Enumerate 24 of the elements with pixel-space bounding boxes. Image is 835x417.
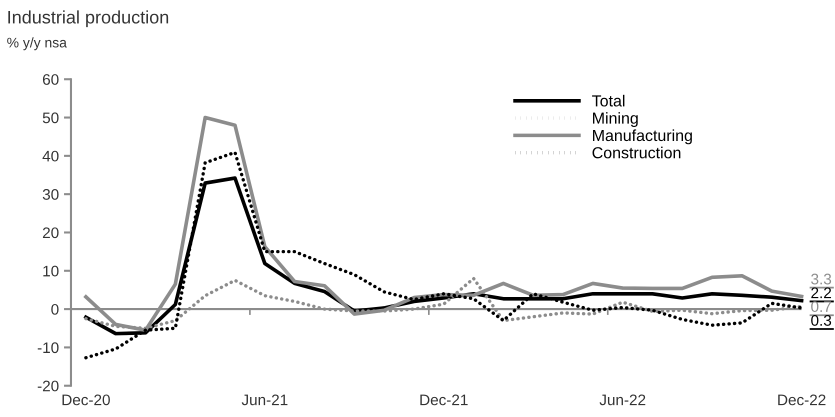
chart-title: Industrial production — [8, 10, 168, 28]
x-tick-label: Dec-20 — [62, 394, 110, 406]
annotation: 3.3 — [811, 274, 832, 284]
y-tick-label: 40 — [42, 150, 59, 162]
y-tick-label: 10 — [43, 266, 59, 276]
legend-label: Mining — [593, 112, 638, 127]
chart-subtitle: % y/y nsa — [7, 37, 67, 50]
x-tick-label: Jun-21 — [242, 394, 288, 406]
legend-label: Construction — [592, 146, 680, 158]
legend-label: Total — [592, 94, 624, 107]
y-tick-label: 50 — [42, 112, 59, 124]
x-tick-label: Jun-22 — [600, 394, 646, 406]
y-tick-label: 20 — [42, 227, 59, 238]
y-tick-label: -20 — [38, 380, 59, 392]
x-tick-label: Dec-21 — [420, 394, 468, 406]
y-tick-label: 60 — [42, 74, 59, 85]
y-tick-label: 0 — [51, 304, 59, 315]
y-tick-label: -10 — [38, 342, 59, 354]
legend-label: Manufacturing — [593, 129, 692, 144]
y-tick-label: 30 — [42, 189, 59, 200]
x-tick-label: Dec-22 — [778, 394, 826, 406]
annotation: 2.2 — [811, 287, 832, 298]
annotation: 0.7 — [811, 301, 832, 312]
annotation: 0.3 — [811, 315, 832, 326]
